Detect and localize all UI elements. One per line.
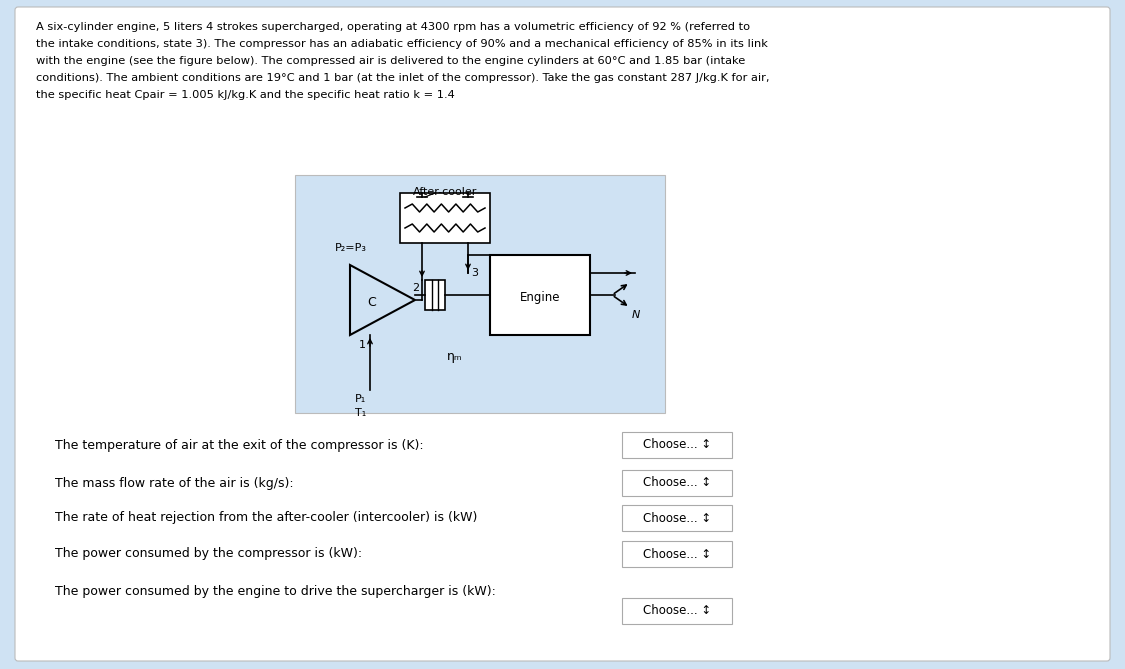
- Text: Engine: Engine: [520, 290, 560, 304]
- Text: with the engine (see the figure below). The compressed air is delivered to the e: with the engine (see the figure below). …: [36, 56, 745, 66]
- Text: A six-cylinder engine, 5 liters 4 strokes supercharged, operating at 4300 rpm ha: A six-cylinder engine, 5 liters 4 stroke…: [36, 22, 750, 32]
- Text: Choose... ↕: Choose... ↕: [642, 547, 711, 561]
- Text: The rate of heat rejection from the after-cooler (intercooler) is (kW): The rate of heat rejection from the afte…: [55, 512, 477, 524]
- Text: 3: 3: [471, 268, 478, 278]
- Bar: [425, 280, 446, 310]
- Text: Choose... ↕: Choose... ↕: [642, 605, 711, 617]
- Text: The temperature of air at the exit of the compressor is (K):: The temperature of air at the exit of th…: [55, 438, 424, 452]
- FancyBboxPatch shape: [15, 7, 1110, 661]
- FancyBboxPatch shape: [622, 505, 732, 531]
- Text: conditions). The ambient conditions are 19°C and 1 bar (at the inlet of the comp: conditions). The ambient conditions are …: [36, 73, 770, 83]
- Text: The power consumed by the compressor is (kW):: The power consumed by the compressor is …: [55, 547, 362, 561]
- FancyBboxPatch shape: [622, 470, 732, 496]
- FancyBboxPatch shape: [622, 432, 732, 458]
- FancyBboxPatch shape: [622, 598, 732, 624]
- Text: T₁: T₁: [356, 408, 367, 418]
- Bar: [490, 255, 590, 335]
- Text: After-cooler: After-cooler: [413, 187, 477, 197]
- Text: the intake conditions, state 3). The compressor has an adiabatic efficiency of 9: the intake conditions, state 3). The com…: [36, 39, 768, 49]
- Text: 1: 1: [359, 340, 366, 350]
- Bar: [400, 193, 490, 243]
- Text: the specific heat Cpair = 1.005 kJ/kg.K and the specific heat ratio k = 1.4: the specific heat Cpair = 1.005 kJ/kg.K …: [36, 90, 454, 100]
- Text: The mass flow rate of the air is (kg/s):: The mass flow rate of the air is (kg/s):: [55, 476, 294, 490]
- Text: N: N: [632, 310, 640, 320]
- Text: ηₘ: ηₘ: [448, 350, 462, 363]
- Text: Choose... ↕: Choose... ↕: [642, 438, 711, 452]
- Text: P₁: P₁: [356, 394, 367, 404]
- Text: Choose... ↕: Choose... ↕: [642, 512, 711, 524]
- Text: 2: 2: [412, 283, 418, 293]
- Text: Choose... ↕: Choose... ↕: [642, 476, 711, 490]
- FancyBboxPatch shape: [295, 175, 665, 413]
- Text: P₂=P₃: P₂=P₃: [335, 243, 367, 253]
- Text: C: C: [368, 296, 377, 308]
- Text: The power consumed by the engine to drive the supercharger is (kW):: The power consumed by the engine to driv…: [55, 585, 496, 599]
- FancyBboxPatch shape: [622, 541, 732, 567]
